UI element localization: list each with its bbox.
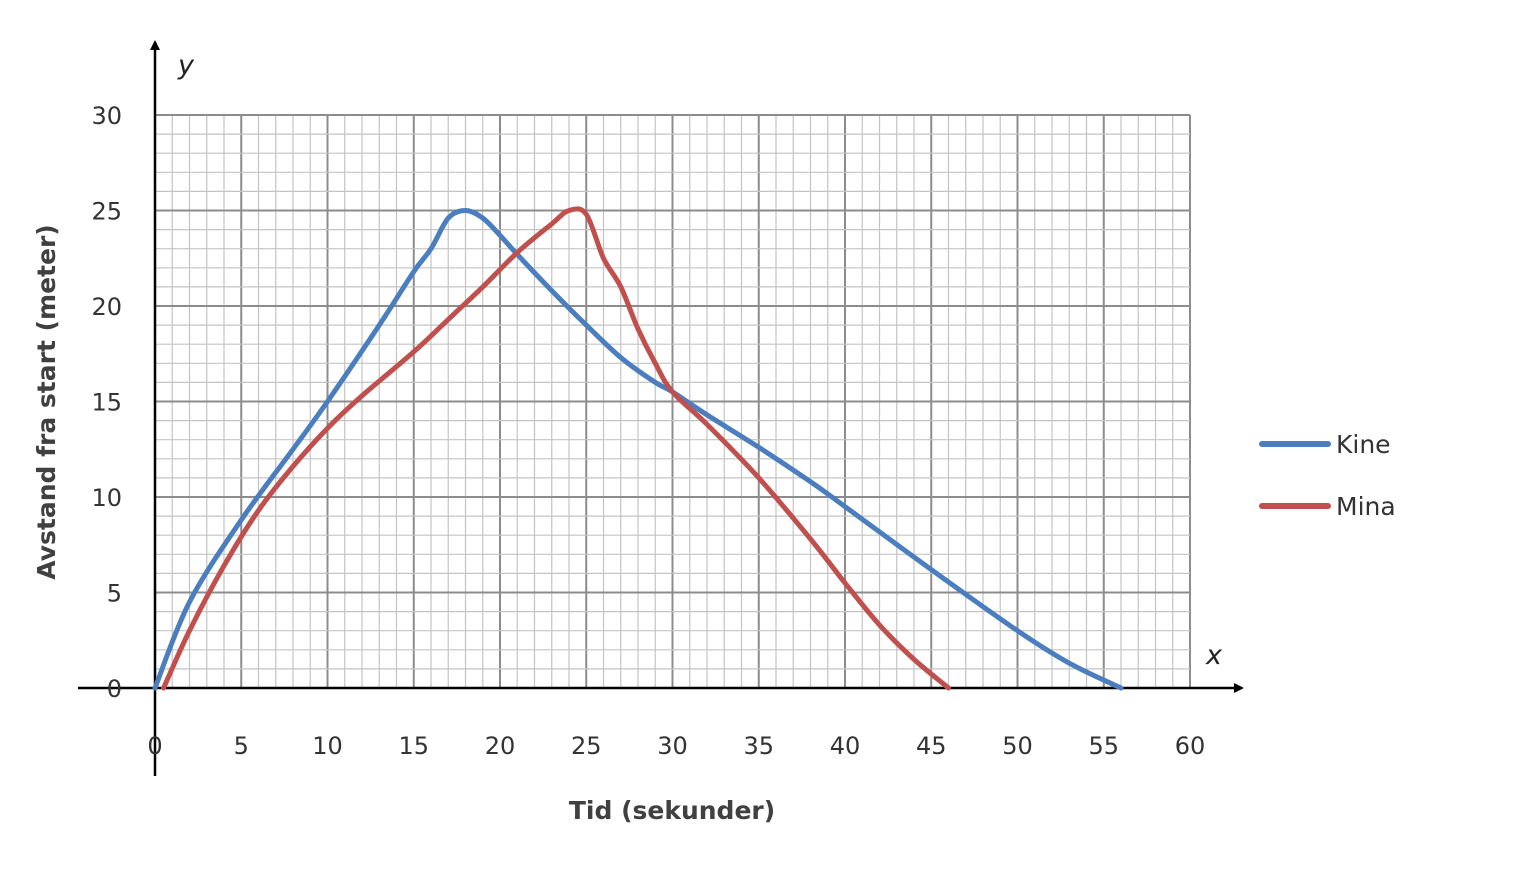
x-tick-label: 35 bbox=[743, 732, 774, 760]
x-tick-label: 55 bbox=[1088, 732, 1119, 760]
x-tick-label: 15 bbox=[398, 732, 429, 760]
x-tick-label: 60 bbox=[1175, 732, 1206, 760]
y-axis-letter: y bbox=[177, 50, 195, 81]
x-tick-label: 45 bbox=[916, 732, 947, 760]
axes bbox=[78, 40, 1244, 776]
y-tick-label: 20 bbox=[91, 293, 122, 321]
grid bbox=[154, 114, 1191, 689]
legend-label-mina: Mina bbox=[1336, 492, 1396, 521]
x-tick-label: 50 bbox=[1002, 732, 1033, 760]
x-tick-label: 40 bbox=[830, 732, 861, 760]
y-tick-label: 0 bbox=[107, 675, 122, 703]
legend: Kine Mina bbox=[1259, 430, 1396, 521]
x-tick-label: 20 bbox=[485, 732, 516, 760]
series-line-mina bbox=[161, 206, 951, 691]
x-tick-label: 30 bbox=[657, 732, 688, 760]
series-line-kine bbox=[152, 208, 1124, 691]
tick-labels: 0 5 10 15 20 25 30 35 40 45 50 55 60 0 5 10 15 20 25 30 bbox=[91, 102, 1205, 760]
y-tick-label: 25 bbox=[91, 198, 122, 226]
series-lines bbox=[152, 206, 1124, 691]
x-axis-title: Tid (sekunder) bbox=[569, 796, 775, 825]
legend-label-kine: Kine bbox=[1336, 430, 1391, 459]
y-tick-label: 5 bbox=[107, 580, 122, 608]
x-axis-letter: x bbox=[1205, 640, 1223, 671]
y-axis-title: Avstand fra start (meter) bbox=[32, 224, 61, 579]
x-tick-label: 10 bbox=[312, 732, 343, 760]
x-tick-label: 5 bbox=[234, 732, 249, 760]
y-tick-label: 30 bbox=[91, 102, 122, 130]
y-tick-label: 15 bbox=[91, 389, 122, 417]
x-tick-label: 25 bbox=[571, 732, 602, 760]
y-tick-label: 10 bbox=[91, 484, 122, 512]
x-tick-label: 0 bbox=[147, 732, 162, 760]
